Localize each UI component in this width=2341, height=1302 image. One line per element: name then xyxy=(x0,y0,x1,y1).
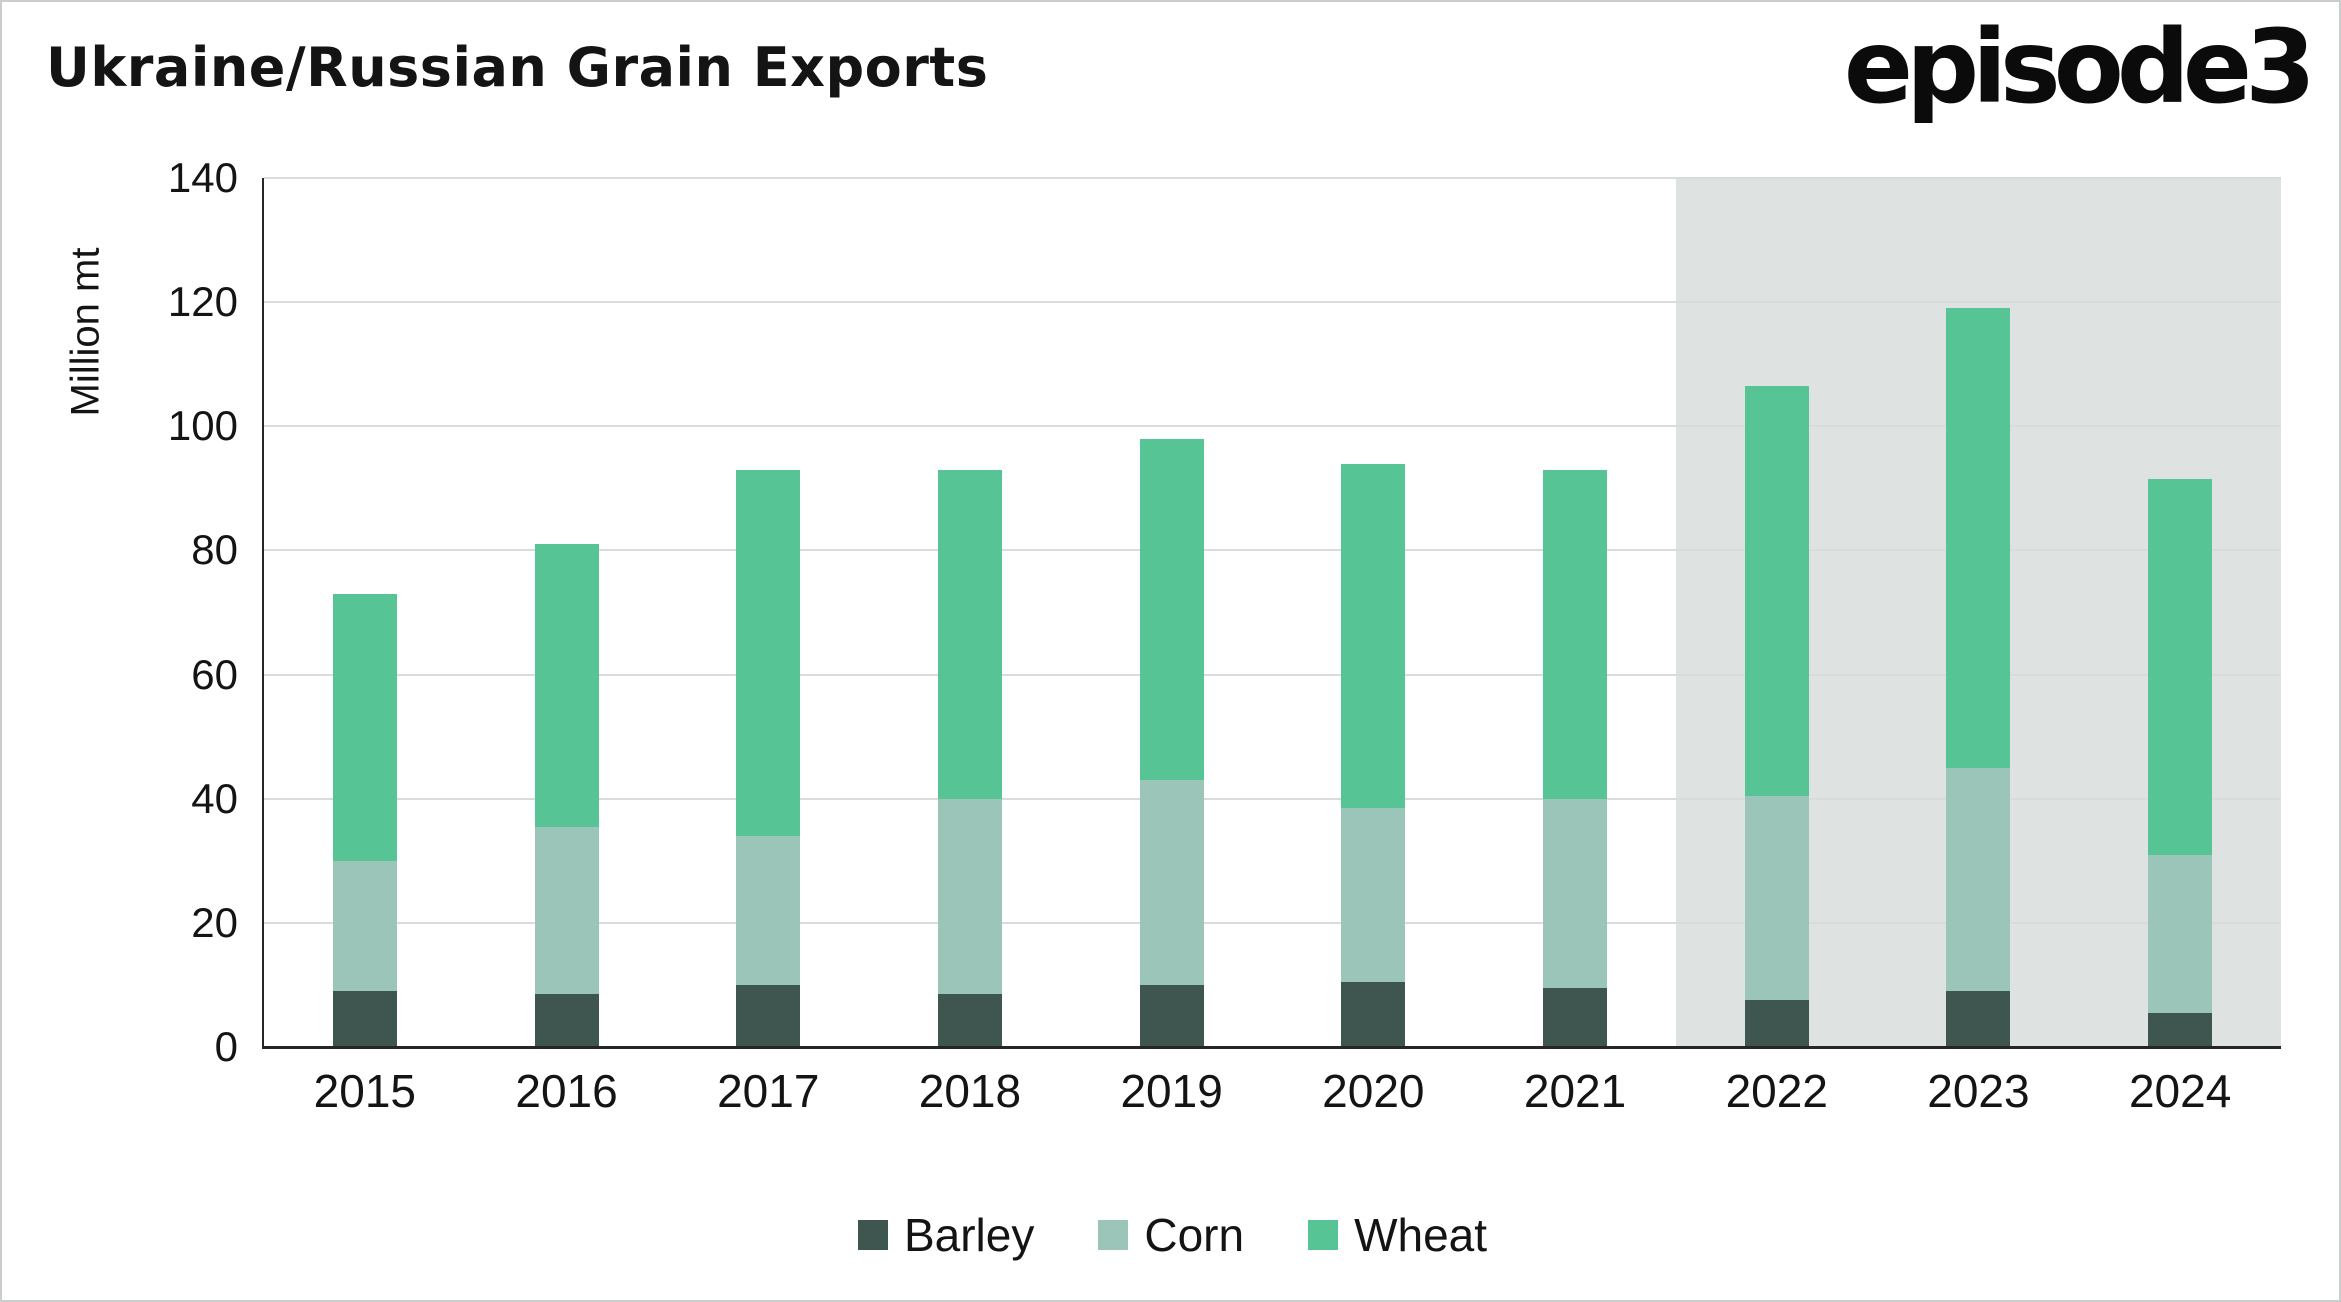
y-axis-line xyxy=(262,178,264,1049)
bar-segment-wheat-2016 xyxy=(534,544,599,827)
bar-segment-wheat-2018 xyxy=(937,469,1002,799)
x-tick-label-2021: 2021 xyxy=(1523,1065,1627,1117)
bar-segment-corn-2023 xyxy=(1946,767,2011,992)
gridline-100 xyxy=(264,425,2281,428)
gridline-80 xyxy=(264,549,2281,552)
bars-layer xyxy=(264,178,2281,1047)
gridline-140 xyxy=(264,177,2281,179)
bar-segment-wheat-2015 xyxy=(332,593,397,861)
bar-segment-wheat-2021 xyxy=(1543,469,1608,799)
x-tick-label-2018: 2018 xyxy=(918,1065,1022,1117)
y-tick-labels: 0 20 40 60 80 100 120 140 xyxy=(2,154,238,1070)
bar-segment-corn-2020 xyxy=(1341,808,1406,982)
gridline-120 xyxy=(264,301,2281,304)
bar-segment-barley-2023 xyxy=(1946,991,2011,1047)
x-tick-label-2020: 2020 xyxy=(1322,1065,1425,1117)
legend-label-corn: Corn xyxy=(1144,1209,1245,1261)
x-tick-label-2016: 2016 xyxy=(515,1065,618,1117)
bar-segment-barley-2016 xyxy=(534,994,599,1047)
x-tick-label-2022: 2022 xyxy=(1725,1065,1828,1117)
bar-segment-barley-2024 xyxy=(2148,1012,2213,1047)
bar-segment-corn-2024 xyxy=(2148,854,2213,1013)
bar-segment-barley-2017 xyxy=(736,984,801,1047)
legend-label-barley: Barley xyxy=(903,1209,1035,1261)
bar-segment-corn-2022 xyxy=(1744,795,1809,1001)
x-axis-line xyxy=(264,1046,2281,1049)
legend-item-corn: Corn xyxy=(1098,1208,1244,1262)
bar-segment-wheat-2020 xyxy=(1341,463,1406,809)
y-tick-label-60: 60 xyxy=(191,650,238,698)
bar-segment-corn-2021 xyxy=(1543,798,1608,989)
bar-segment-corn-2018 xyxy=(937,798,1002,995)
gridline-20 xyxy=(264,921,2281,924)
x-tick-label-2015: 2015 xyxy=(313,1065,417,1117)
bar-segment-wheat-2019 xyxy=(1139,438,1204,781)
y-tick-label-20: 20 xyxy=(191,898,238,946)
x-tick-label-2024: 2024 xyxy=(2128,1065,2232,1117)
bar-segment-barley-2015 xyxy=(332,991,397,1047)
x-tick-labels: 2015 2016 2017 2018 2019 2020 2021 2022 2023 2024 xyxy=(264,1064,2281,1128)
y-tick-label-40: 40 xyxy=(191,774,238,822)
legend-label-wheat: Wheat xyxy=(1354,1209,1488,1261)
bar-segment-wheat-2023 xyxy=(1946,308,2011,768)
legend: Barley Corn Wheat xyxy=(2,1200,2339,1270)
bar-segment-barley-2020 xyxy=(1341,981,1406,1047)
bar-segment-wheat-2024 xyxy=(2148,479,2213,855)
y-tick-label-100: 100 xyxy=(167,402,238,450)
x-tick-label-2019: 2019 xyxy=(1120,1065,1223,1117)
bar-segment-barley-2021 xyxy=(1543,988,1608,1047)
gridline-40 xyxy=(264,797,2281,800)
legend-item-wheat: Wheat xyxy=(1308,1208,1487,1262)
bar-segment-corn-2017 xyxy=(736,835,801,985)
bar-segment-wheat-2017 xyxy=(736,469,801,836)
x-tick-label-2023: 2023 xyxy=(1927,1065,2030,1117)
bar-segment-barley-2022 xyxy=(1744,1000,1809,1047)
legend-swatch-corn xyxy=(1098,1220,1129,1250)
legend-item-barley: Barley xyxy=(857,1208,1035,1262)
chart-title: Ukraine/Russian Grain Exports xyxy=(46,36,989,99)
bar-segment-wheat-2022 xyxy=(1744,385,1809,796)
y-tick-label-120: 120 xyxy=(167,278,238,326)
legend-swatch-wheat xyxy=(1308,1220,1339,1250)
episode3-logo: episode3 xyxy=(1843,8,2316,127)
gridline-60 xyxy=(264,673,2281,676)
x-tick-label-2017: 2017 xyxy=(717,1065,820,1117)
legend-swatch-barley xyxy=(857,1220,888,1250)
bar-segment-barley-2019 xyxy=(1139,984,1204,1047)
bar-segment-barley-2018 xyxy=(937,994,1002,1047)
y-tick-label-0: 0 xyxy=(214,1023,238,1070)
bar-segment-corn-2016 xyxy=(534,826,599,995)
plot-area xyxy=(262,177,2281,1049)
bar-segment-corn-2015 xyxy=(332,860,397,992)
bar-segment-corn-2019 xyxy=(1139,780,1204,985)
y-tick-label-140: 140 xyxy=(167,154,238,201)
y-tick-label-80: 80 xyxy=(191,526,238,574)
